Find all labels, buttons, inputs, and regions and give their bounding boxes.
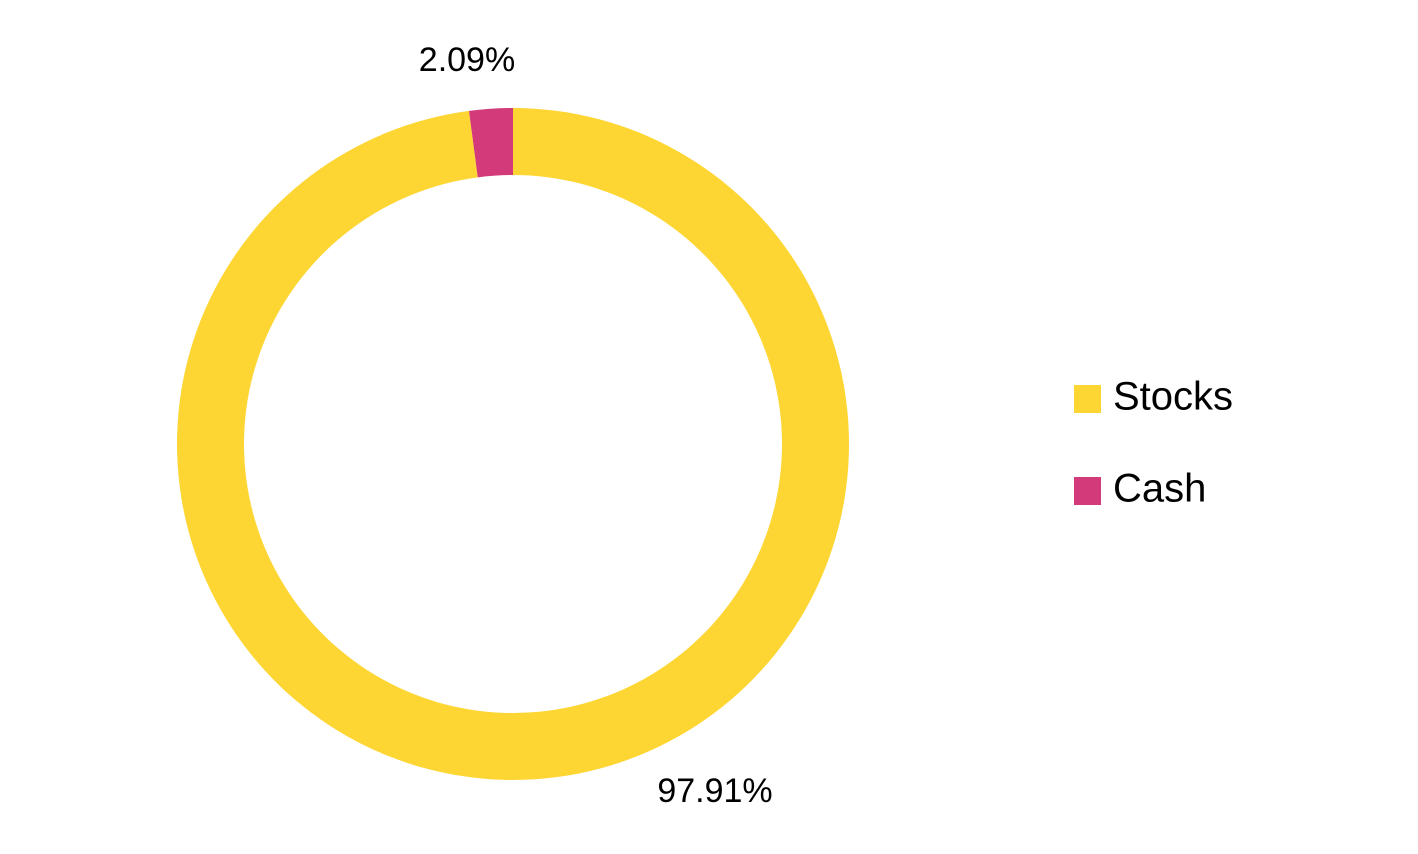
value-label: 2.09% [419,41,515,79]
legend-swatch [1074,477,1101,505]
value-label: 97.91% [657,772,772,810]
legend-label: Stocks [1113,375,1233,419]
donut-slice [177,108,850,780]
donut-slice [469,108,513,178]
legend-label: Cash [1113,467,1206,511]
legend-swatch [1074,385,1101,413]
